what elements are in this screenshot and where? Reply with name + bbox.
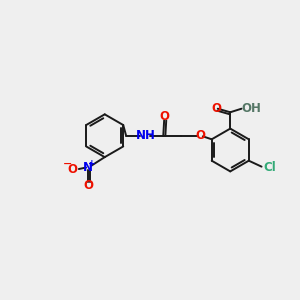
Text: Cl: Cl [263, 161, 276, 174]
Text: O: O [212, 102, 222, 115]
Text: O: O [83, 179, 93, 192]
Text: +: + [88, 159, 96, 168]
Text: N: N [83, 161, 93, 174]
Text: O: O [195, 129, 206, 142]
Text: −: − [63, 159, 73, 169]
Text: O: O [67, 163, 77, 176]
Text: NH: NH [136, 129, 155, 142]
Text: OH: OH [242, 102, 262, 115]
Text: O: O [159, 110, 169, 123]
